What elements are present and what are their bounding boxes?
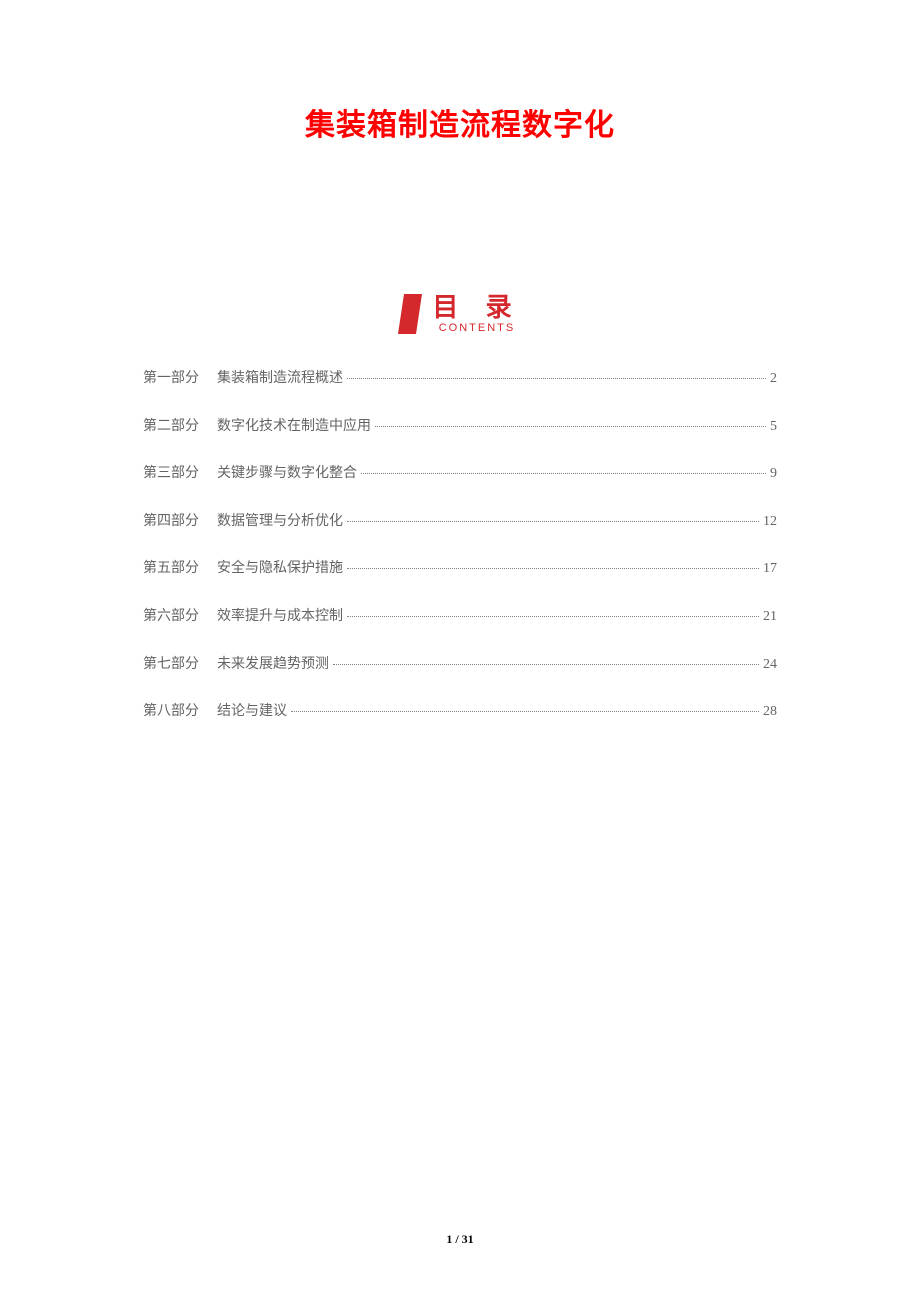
toc-item-dots — [347, 568, 759, 569]
page-footer: 1 / 31 — [0, 1232, 920, 1247]
footer-total-pages: 31 — [462, 1232, 474, 1246]
toc-item-page: 17 — [763, 559, 777, 579]
toc-subtitle: CONTENTS — [439, 322, 516, 334]
toc-item-label: 效率提升与成本控制 — [217, 607, 343, 627]
toc-list: 第一部分 集装箱制造流程概述 2 第二部分 数字化技术在制造中应用 5 第三部分… — [115, 369, 805, 722]
toc-item-part: 第一部分 — [143, 369, 199, 389]
toc-item: 第二部分 数字化技术在制造中应用 5 — [143, 417, 777, 437]
toc-item-dots — [347, 521, 759, 522]
footer-separator: / — [452, 1232, 461, 1246]
toc-item-label: 集装箱制造流程概述 — [217, 369, 343, 389]
toc-item-part: 第二部分 — [143, 417, 199, 437]
toc-item-label: 结论与建议 — [217, 702, 287, 722]
toc-header: 目 录 CONTENTS — [115, 294, 805, 334]
toc-item-part: 第六部分 — [143, 607, 199, 627]
toc-title: 目 录 — [432, 294, 521, 320]
toc-item-part: 第七部分 — [143, 655, 199, 675]
toc-item-part: 第四部分 — [143, 512, 199, 532]
toc-item: 第八部分 结论与建议 28 — [143, 702, 777, 722]
toc-item-dots — [291, 711, 759, 712]
toc-item-page: 12 — [763, 512, 777, 532]
toc-item-part: 第五部分 — [143, 559, 199, 579]
document-title: 集装箱制造流程数字化 — [115, 100, 805, 144]
toc-item: 第六部分 效率提升与成本控制 21 — [143, 607, 777, 627]
toc-item-page: 9 — [770, 464, 777, 484]
toc-item-dots — [333, 664, 759, 665]
toc-item-page: 21 — [763, 607, 777, 627]
toc-item: 第三部分 关键步骤与数字化整合 9 — [143, 464, 777, 484]
toc-item: 第四部分 数据管理与分析优化 12 — [143, 512, 777, 532]
toc-parallelogram-icon — [398, 294, 422, 334]
toc-item-part: 第三部分 — [143, 464, 199, 484]
toc-item-page: 28 — [763, 702, 777, 722]
toc-item-dots — [347, 378, 766, 379]
toc-item-label: 数据管理与分析优化 — [217, 512, 343, 532]
toc-item-label: 数字化技术在制造中应用 — [217, 417, 371, 437]
toc-item: 第一部分 集装箱制造流程概述 2 — [143, 369, 777, 389]
toc-item-page: 24 — [763, 655, 777, 675]
toc-item-page: 5 — [770, 417, 777, 437]
toc-item: 第五部分 安全与隐私保护措施 17 — [143, 559, 777, 579]
toc-title-wrap: 目 录 CONTENTS — [432, 294, 521, 334]
toc-item-label: 未来发展趋势预测 — [217, 655, 329, 675]
toc-item-dots — [347, 616, 759, 617]
document-page: 集装箱制造流程数字化 目 录 CONTENTS 第一部分 集装箱制造流程概述 2… — [0, 0, 920, 1302]
toc-item-dots — [375, 426, 766, 427]
toc-item-label: 关键步骤与数字化整合 — [217, 464, 357, 484]
toc-item-label: 安全与隐私保护措施 — [217, 559, 343, 579]
toc-item-dots — [361, 473, 766, 474]
toc-item: 第七部分 未来发展趋势预测 24 — [143, 655, 777, 675]
toc-item-page: 2 — [770, 369, 777, 389]
toc-item-part: 第八部分 — [143, 702, 199, 722]
